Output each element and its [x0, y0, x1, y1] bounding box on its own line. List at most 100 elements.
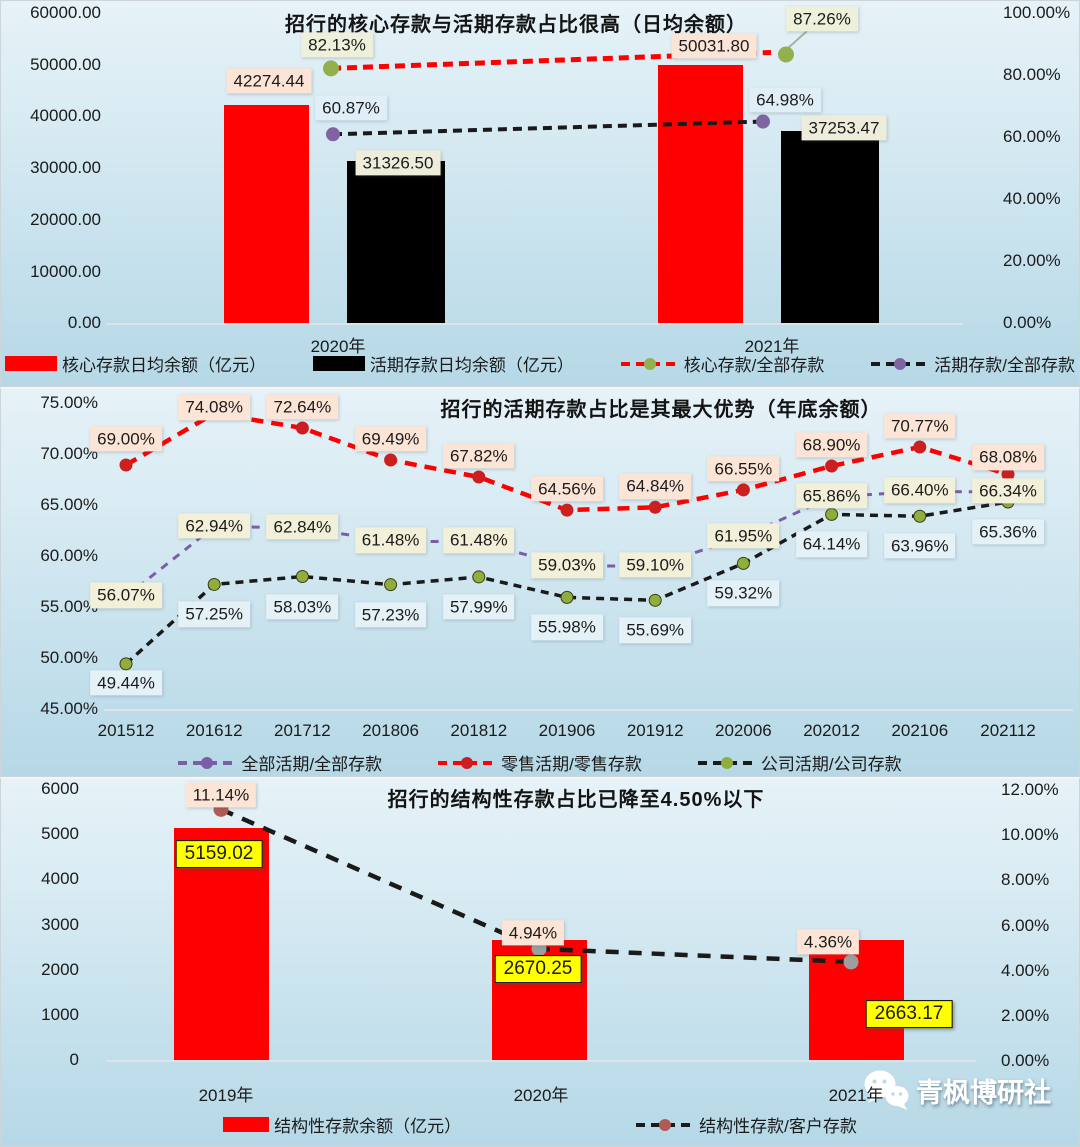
- chart-title: 招行的核心存款与活期存款占比很高（日均余额）: [285, 14, 747, 36]
- data-point-marker: [323, 60, 339, 77]
- y2-axis-tick: 2.00%: [1001, 1006, 1050, 1025]
- watermark-text: 青枫博研社: [916, 1077, 1051, 1108]
- legend-item: 核心存款日均余额（亿元）: [5, 351, 266, 376]
- label-connector-line: [786, 30, 808, 50]
- data-point-marker: [295, 421, 309, 435]
- data-label: 59.10%: [619, 552, 692, 578]
- x-axis-line: [106, 1060, 976, 1062]
- x-axis-label: 202006: [715, 721, 772, 740]
- legend-label: 全部活期/全部存款: [241, 755, 383, 774]
- data-point-marker: [472, 570, 486, 584]
- x-axis-label: 201906: [538, 721, 596, 740]
- y2-axis-tick: 6.00%: [1001, 915, 1050, 935]
- y-axis-tick: 45.00%: [40, 699, 98, 718]
- legend-label: 结构性存款/客户存款: [699, 1117, 857, 1136]
- legend-item: 活期存款日均余额（亿元）: [312, 351, 574, 376]
- data-line: [332, 119, 764, 137]
- x-axis-label: 201812: [450, 721, 508, 740]
- y2-axis-tick: 100.00%: [1003, 3, 1071, 22]
- chart-panel-demand-deposit-ratio: 招行的活期存款占比是其最大优势（年底余额） 75.00% 70.00% 65.00%…: [0, 387, 1080, 777]
- bar: [347, 161, 445, 323]
- y-axis-tick: 10000.00: [30, 261, 101, 281]
- x-axis-label: 201512: [97, 721, 155, 740]
- y-axis-tick: 3000: [41, 914, 79, 934]
- y-axis-tick: 20000.00: [30, 209, 101, 229]
- x-axis-label: 2019年: [198, 1086, 254, 1105]
- y-axis-tick: 2000: [41, 959, 79, 979]
- data-label: 57.25%: [178, 601, 251, 628]
- legend-item: 结构性存款余额（亿元）: [223, 1112, 461, 1137]
- line-series-layer: [119, 406, 1015, 671]
- bar: [657, 64, 743, 323]
- legend-line-swatch: [620, 356, 679, 372]
- line-series-layer: [323, 30, 808, 142]
- y-axis-tick: 60000.00: [30, 3, 101, 22]
- data-label: 50031.80: [671, 33, 757, 59]
- data-point-marker: [207, 577, 221, 591]
- x-axis-line: [106, 323, 963, 325]
- y2-axis-tick: 8.00%: [1001, 870, 1050, 890]
- y-axis-tick: 50.00%: [40, 648, 98, 667]
- data-label: 55.69%: [619, 617, 692, 643]
- data-point-marker: [119, 657, 133, 671]
- legend-label: 结构性存款余额（亿元）: [274, 1117, 462, 1136]
- y-axis-tick: 0: [69, 1050, 79, 1070]
- data-label: 2663.17: [865, 1000, 953, 1028]
- data-label: 65.86%: [795, 483, 868, 509]
- chart-legend: 全部活期/全部存款 零售活期/零售存款 公司活期/公司存款: [1, 750, 1079, 775]
- x-axis-label: 2021年: [744, 337, 800, 356]
- data-label: 55.98%: [531, 614, 603, 640]
- y2-axis-tick: 4.00%: [1001, 960, 1050, 980]
- y-axis-tick: 1000: [41, 1005, 79, 1024]
- data-label: 63.96%: [883, 533, 956, 559]
- chart-panel-core-deposits: 招行的核心存款与活期存款占比很高（日均余额） 60000.00 50000.00 4…: [0, 0, 1080, 387]
- x-axis-label: 201912: [626, 721, 684, 740]
- watermark: 青枫博研社: [863, 1069, 1051, 1111]
- data-line: [330, 49, 772, 71]
- data-point-marker: [119, 458, 133, 472]
- data-label: 66.40%: [883, 477, 956, 504]
- legend-label: 活期存款/全部存款: [934, 356, 1075, 375]
- data-label: 62.94%: [178, 512, 251, 539]
- y2-axis-tick: 40.00%: [1003, 189, 1061, 208]
- legend-item: 零售活期/零售存款: [438, 750, 642, 775]
- data-point-marker: [756, 114, 770, 129]
- y-axis-tick: 6000: [41, 779, 79, 798]
- data-line: [124, 500, 1009, 666]
- data-label: 64.98%: [749, 87, 821, 113]
- data-label: 2670.25: [494, 955, 582, 983]
- x-axis-label: 201806: [362, 721, 419, 740]
- data-label: 72.64%: [266, 394, 339, 420]
- data-label: 56.07%: [90, 582, 162, 609]
- data-label: 66.55%: [707, 456, 780, 482]
- bar: [781, 130, 879, 323]
- data-point-marker: [648, 500, 662, 514]
- legend-item: 公司活期/公司存款: [697, 750, 902, 775]
- y2-axis-tick: 80.00%: [1003, 65, 1061, 84]
- data-label: 31326.50: [355, 150, 441, 176]
- data-label: 68.90%: [795, 432, 868, 458]
- wechat-icon: [863, 1069, 911, 1111]
- chart-panel-structured-deposits: 招行的结构性存款占比已降至4.50%以下 青枫博研社 6000 5000 4000 3…: [0, 777, 1080, 1147]
- data-label: 59.32%: [707, 580, 780, 607]
- y-axis-tick: 55.00%: [40, 597, 98, 616]
- data-label: 4.36%: [796, 929, 860, 955]
- legend-label: 活期存款日均余额（亿元）: [369, 356, 574, 375]
- data-label: 61.95%: [707, 523, 780, 549]
- data-label: 42274.44: [226, 68, 312, 94]
- y-axis-tick: 65.00%: [40, 495, 98, 514]
- legend-line-swatch: [636, 1117, 695, 1133]
- legend-label: 零售活期/零售存款: [501, 755, 642, 774]
- data-label: 66.34%: [972, 478, 1044, 504]
- bar: [223, 104, 309, 323]
- y-axis-tick: 60.00%: [40, 546, 98, 565]
- data-point-marker: [1001, 467, 1015, 481]
- y-axis-tick: 0.00: [67, 313, 101, 333]
- data-label: 57.99%: [442, 594, 515, 620]
- data-point-marker: [384, 578, 398, 592]
- data-label: 69.49%: [354, 426, 427, 452]
- data-label: 65.36%: [972, 519, 1044, 545]
- data-label: 82.13%: [301, 32, 373, 58]
- data-point-marker: [648, 593, 662, 607]
